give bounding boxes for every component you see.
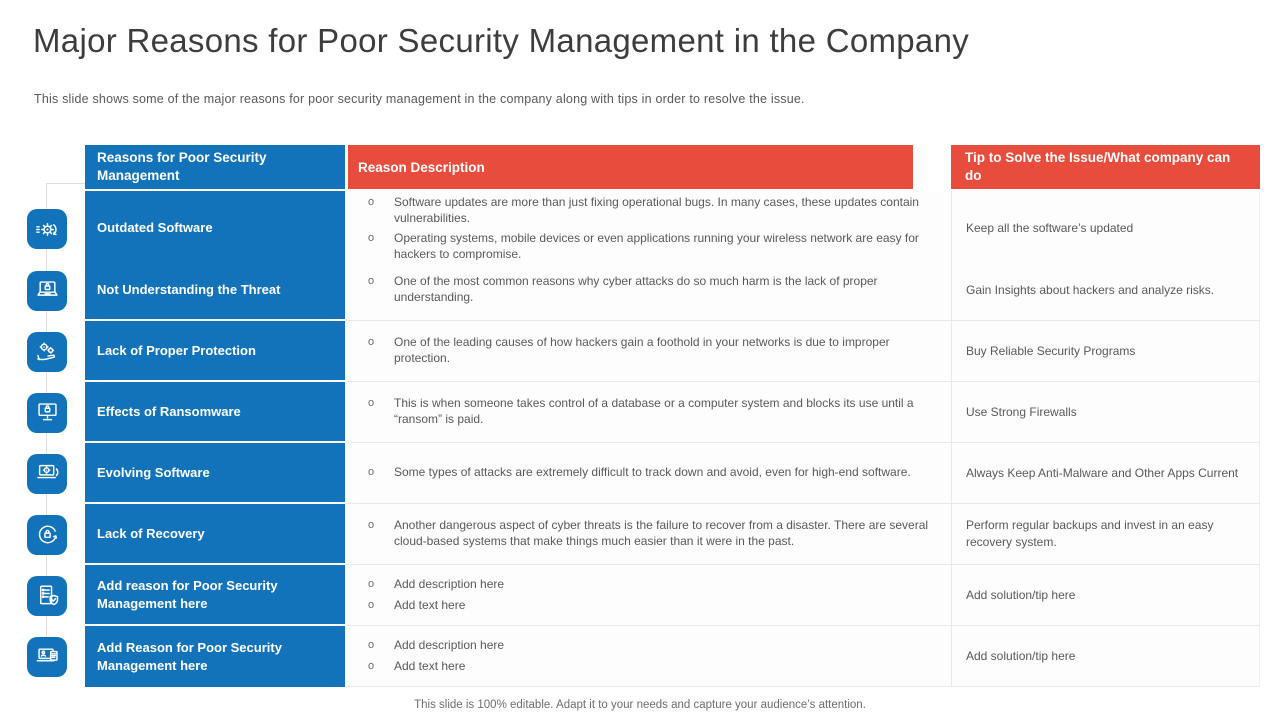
description-cell: o One of the most common reasons why cybe… xyxy=(345,260,951,321)
reason-cell: Not Understanding the Threat xyxy=(85,260,345,321)
description-bullet: o Add text here xyxy=(358,598,935,614)
bullet-marker: o xyxy=(368,598,375,611)
description-bullet: o Add description here xyxy=(358,577,935,593)
slide-subtitle: This slide shows some of the major reaso… xyxy=(34,92,805,106)
description-text: Some types of attacks are extremely diff… xyxy=(394,465,911,480)
reason-cell: Outdated Software xyxy=(85,191,345,268)
bullet-marker: o xyxy=(368,275,375,288)
description-text: Another dangerous aspect of cyber threat… xyxy=(394,518,929,548)
description-cell: o Another dangerous aspect of cyber threa… xyxy=(345,504,951,565)
bullet-marker: o xyxy=(368,196,375,208)
description-bullet: o One of the leading causes of how hacker… xyxy=(358,335,935,366)
description-cell: o This is when someone takes control of a… xyxy=(345,382,951,443)
tip-cell: Add solution/tip here xyxy=(951,565,1260,626)
table-row: Add reason for Poor Security Management … xyxy=(27,565,1260,626)
tip-cell: Gain Insights about hackers and analyze … xyxy=(951,260,1260,321)
hand-gears-icon xyxy=(27,331,67,372)
description-bullet: o Software updates are more than just fix… xyxy=(358,195,935,226)
row-icon-cell xyxy=(27,443,67,504)
laptop-document-icon xyxy=(27,636,67,677)
row-icon-cell xyxy=(27,321,67,382)
reason-cell: Add reason for Poor Security Management … xyxy=(85,565,345,626)
header-reasons: Reasons for Poor Security Management xyxy=(85,145,345,189)
reasons-table: Reasons for Poor Security Management Rea… xyxy=(27,145,1260,687)
description-text: Add description here xyxy=(394,637,505,652)
footer-note: This slide is 100% editable. Adapt it to… xyxy=(414,699,866,711)
table-header-row: Reasons for Poor Security Management Rea… xyxy=(27,145,1260,189)
table-row: Evolving Software o Some types of attacks … xyxy=(27,443,1260,504)
row-icon-cell xyxy=(27,626,67,687)
table-row: Lack of Recovery o Another dangerous aspec… xyxy=(27,504,1260,565)
table-row: Lack of Proper Protection o One of the lea… xyxy=(27,321,1260,382)
bullet-marker: o xyxy=(368,466,375,479)
table-row: Not Understanding the Threat o One of the … xyxy=(27,260,1260,321)
row-icon-cell xyxy=(27,260,67,321)
bullet-marker: o xyxy=(368,659,375,672)
description-bullet: o Add description here xyxy=(358,638,935,654)
description-cell: o Software updates are more than just fix… xyxy=(345,191,951,268)
bullet-marker: o xyxy=(368,519,375,532)
description-cell: o Some types of attacks are extremely dif… xyxy=(345,443,951,504)
row-icon-cell xyxy=(27,191,67,267)
tip-cell: Use Strong Firewalls xyxy=(951,382,1260,443)
table-body: Outdated Software o Software updates are m… xyxy=(27,191,1260,687)
tip-cell: Add solution/tip here xyxy=(951,626,1260,687)
description-text: Add description here xyxy=(394,576,505,591)
reason-cell: Lack of Proper Protection xyxy=(85,321,345,382)
table-row: Effects of Ransomware o This is when someo… xyxy=(27,382,1260,443)
bullet-marker: o xyxy=(368,397,375,410)
software-update-gear-icon xyxy=(27,209,67,250)
description-cell: o Add description here o Add text here xyxy=(345,626,951,687)
row-icon-cell xyxy=(27,565,67,626)
header-tip: Tip to Solve the Issue/What company can … xyxy=(951,145,1260,189)
tip-cell: Perform regular backups and invest in an… xyxy=(951,504,1260,565)
description-bullet: o Add text here xyxy=(358,659,935,675)
reason-cell: Add Reason for Poor Security Management … xyxy=(85,626,345,687)
monitor-lock-icon xyxy=(27,392,67,433)
reason-cell: Lack of Recovery xyxy=(85,504,345,565)
description-text: Add text here xyxy=(394,597,466,612)
bullet-marker: o xyxy=(368,336,375,349)
laptop-lock-icon xyxy=(27,270,67,311)
tip-cell: Buy Reliable Security Programs xyxy=(951,321,1260,382)
page-title: Major Reasons for Poor Security Manageme… xyxy=(33,22,970,59)
laptop-gear-icon xyxy=(27,453,67,494)
reason-cell: Evolving Software xyxy=(85,443,345,504)
description-text: Software updates are more than just fixi… xyxy=(394,195,919,225)
description-bullet: o Operating systems, mobile devices or ev… xyxy=(358,231,935,262)
description-text: This is when someone takes control of a … xyxy=(394,396,914,426)
table-row: Add Reason for Poor Security Management … xyxy=(27,626,1260,687)
description-text: One of the most common reasons why cyber… xyxy=(394,274,878,304)
description-bullet: o One of the most common reasons why cybe… xyxy=(358,274,935,305)
header-description: Reason Description xyxy=(345,145,913,189)
description-cell: o One of the leading causes of how hacker… xyxy=(345,321,951,382)
bullet-marker: o xyxy=(368,638,375,651)
checklist-shield-icon xyxy=(27,575,67,616)
description-text: One of the leading causes of how hackers… xyxy=(394,335,890,365)
recovery-lock-icon xyxy=(27,514,67,555)
reason-cell: Effects of Ransomware xyxy=(85,382,345,443)
row-icon-cell xyxy=(27,382,67,443)
tip-cell: Keep all the software’s updated xyxy=(951,191,1260,268)
description-text: Operating systems, mobile devices or eve… xyxy=(394,231,919,261)
tip-cell: Always Keep Anti-Malware and Other Apps … xyxy=(951,443,1260,504)
description-bullet: o Some types of attacks are extremely dif… xyxy=(358,465,935,481)
bullet-marker: o xyxy=(368,577,375,590)
description-bullet: o Another dangerous aspect of cyber threa… xyxy=(358,518,935,549)
icon-rail-line-horizontal xyxy=(46,183,86,184)
description-cell: o Add description here o Add text here xyxy=(345,565,951,626)
description-text: Add text here xyxy=(394,658,466,673)
table-row: Outdated Software o Software updates are m… xyxy=(27,191,1260,268)
bullet-marker: o xyxy=(368,232,375,245)
description-bullet: o This is when someone takes control of a… xyxy=(358,396,935,427)
row-icon-cell xyxy=(27,504,67,565)
